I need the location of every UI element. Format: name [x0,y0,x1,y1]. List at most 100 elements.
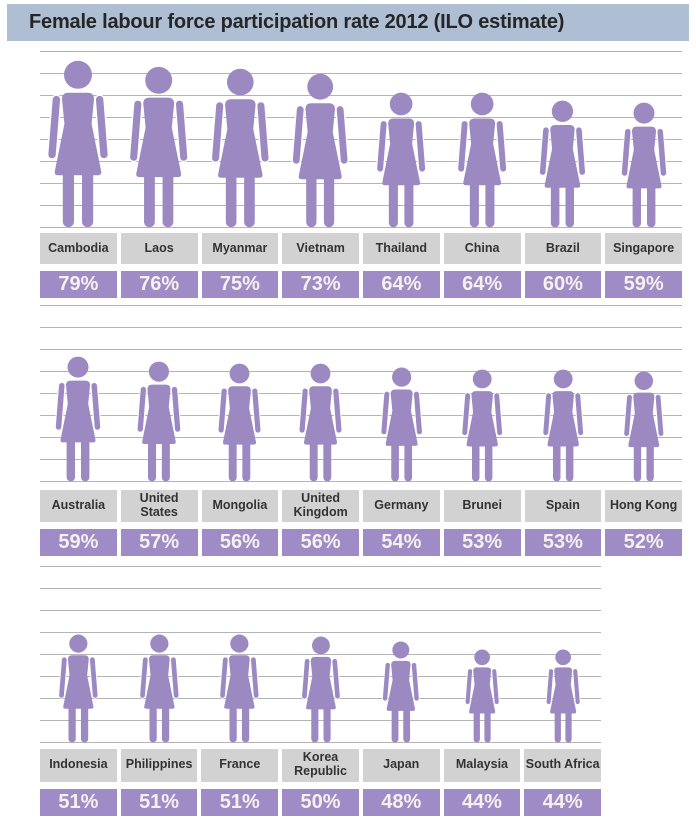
percent-values-row-3: 51% 51% 51% 50% 48% 44% 44% [40,788,602,816]
female-figure-icon [217,363,262,482]
figure-column [202,68,279,228]
female-figure-icon [620,102,667,228]
country-label: Mongolia [201,490,279,522]
figure-column [444,648,521,743]
country-label: Brazil [524,233,602,264]
figure-column [363,92,440,228]
percent-values-row-2: 59% 57% 56% 56% 54% 53% 53% 52% [40,528,682,556]
female-figure-icon [219,634,260,742]
percent-value: 64% [443,271,521,298]
country-label: Laos [120,233,198,264]
figure-column [202,363,279,482]
female-figure-icon [380,367,423,482]
figure-column [444,369,521,482]
female-figure-icon [291,73,350,228]
percent-value: 75% [201,271,279,298]
percent-value: 73% [282,271,359,298]
country-label: Cambodia [40,233,117,264]
country-label: Vietnam [282,233,359,264]
female-figure-icon [545,648,581,743]
figure-column [525,100,602,228]
percent-value: 54% [363,528,440,556]
figure-column [524,648,601,743]
percent-value: 51% [40,788,117,816]
female-figure-icon [623,371,665,482]
female-figure-icon [58,634,99,742]
percent-value: 64% [363,271,440,298]
country-label: China [443,233,521,264]
country-label: Hong Kong [605,490,682,522]
country-label: Myanmar [201,233,279,264]
percent-value: 53% [443,528,521,556]
country-label: Thailand [363,233,440,264]
female-figure-icon [47,60,110,228]
percent-value: 44% [443,788,521,816]
country-label: Spain [524,490,602,522]
percent-value: 60% [524,271,602,298]
percent-value: 48% [362,788,440,816]
title-bar: Female labour force participation rate 2… [7,4,689,41]
percent-value: 44% [524,788,602,816]
country-label: Philippines [120,748,198,782]
country-label: Germany [363,490,440,522]
pictogram-grid-row-2 [40,305,682,482]
country-label: United Kingdom [282,490,359,522]
percent-value: 59% [605,271,682,298]
figure-column [444,92,521,228]
country-labels-row-1: Cambodia Laos Myanmar Vietnam Thailand China B… [40,233,682,264]
country-label: Malaysia [443,748,521,782]
female-figure-icon [456,92,508,228]
country-label: Indonesia [40,748,117,782]
female-figure-icon [138,634,180,742]
figure-column [40,634,117,743]
pictogram-grid-row-3 [40,563,601,743]
figure-column [121,634,198,743]
figure-column [121,66,198,228]
country-label: United States [120,490,198,522]
percent-values-row-1: 79% 76% 75% 73% 64% 64% 60% 59% [40,271,682,298]
country-label: Australia [40,490,117,522]
female-figure-icon [210,68,270,228]
country-label: Brunei [443,490,521,522]
percent-value: 59% [40,528,117,556]
country-labels-row-2: Australia United States Mongolia United Kin… [40,490,682,522]
female-figure-icon [136,361,182,482]
percent-value: 50% [282,788,359,816]
percent-value: 79% [40,271,117,298]
country-label: France [201,748,279,782]
chart-row-1: Cambodia Laos Myanmar Vietnam Thailand China B… [40,43,682,298]
chart-title: Female labour force participation rate 2… [29,11,565,33]
female-figure-icon [55,356,102,482]
percent-value: 53% [524,528,602,556]
percent-value: 51% [201,788,279,816]
country-label: Japan [362,748,440,782]
female-figure-icon [376,92,427,228]
figure-column [282,363,359,482]
percent-value: 51% [120,788,198,816]
figure-column [40,60,117,228]
figure-column [363,367,440,482]
female-figure-icon [539,100,587,228]
percent-value: 52% [605,528,682,556]
percent-value: 56% [282,528,359,556]
female-figure-icon [129,66,190,228]
figure-column [605,371,682,482]
figure-column [605,102,682,228]
chart-row-2: Australia United States Mongolia United Kin… [40,305,682,556]
percent-value: 76% [120,271,198,298]
figure-column [282,73,359,228]
pictogram-grid-row-1 [40,43,682,228]
country-label: Singapore [605,233,682,264]
figure-column [40,356,117,482]
chart-row-3: Indonesia Philippines France Korea Republic… [40,563,682,816]
pictogram-chart: Cambodia Laos Myanmar Vietnam Thailand China B… [40,43,682,816]
female-figure-icon [541,369,584,482]
figure-column [363,641,440,743]
country-label: Korea Republic [282,748,359,782]
female-figure-icon [464,648,500,743]
female-figure-icon [298,363,343,482]
female-figure-icon [461,369,504,482]
figure-column [525,369,602,482]
percent-value: 57% [120,528,198,556]
